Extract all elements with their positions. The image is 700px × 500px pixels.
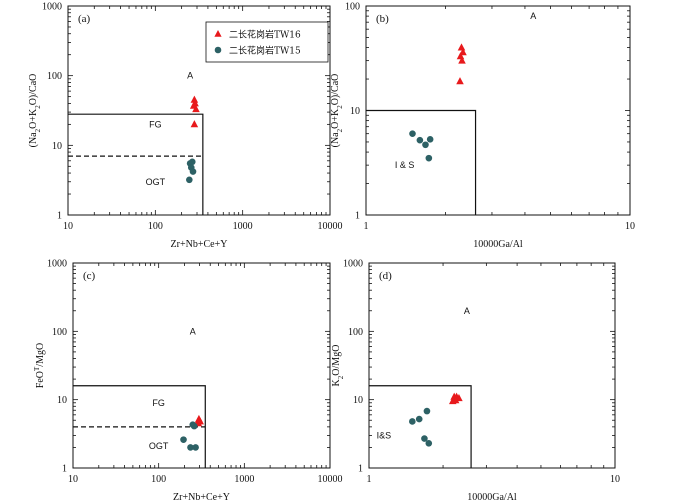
data-point-tw15 bbox=[190, 422, 198, 430]
field-boundary-line bbox=[366, 109, 477, 215]
data-point-tw15 bbox=[186, 176, 193, 184]
data-point-tw16 bbox=[190, 95, 199, 103]
x-tick-label: 1 bbox=[367, 474, 372, 485]
field-label: A bbox=[187, 71, 193, 81]
field-boundary-line bbox=[68, 113, 204, 215]
axis-ticks bbox=[67, 6, 330, 216]
y-tick-label: 100 bbox=[348, 327, 363, 338]
axis-ticks bbox=[368, 263, 615, 469]
y-tick-label: 1 bbox=[57, 211, 62, 222]
y-axis-label: K2O/MgO bbox=[331, 345, 345, 387]
panel-a: 10 100 1000 100001101001000Zr+Nb+Ce+Y(Na2O+… bbox=[28, 2, 343, 251]
panel-d: 1 10 1 10 100 1000 10000Ga/Al K2O/MgO (d) A I&S bbox=[331, 259, 620, 500]
y-tick-label: 10 bbox=[52, 141, 62, 152]
y-axis-label: (Na2O+K2O)/CaO bbox=[330, 74, 344, 148]
x-tick-label: 100 bbox=[148, 221, 163, 232]
x-tick-label: 10 bbox=[610, 474, 620, 485]
data-point-tw15 bbox=[189, 168, 197, 175]
y-tick-label: 100 bbox=[47, 71, 62, 82]
panel-c: 10 100 1000 100001101001000Zr+Nb+Ce+YFeOT/M… bbox=[33, 259, 343, 500]
y-axis-label: (Na2O+K2O)/CaO bbox=[28, 74, 42, 148]
y-axis-label: FeOT/MgO bbox=[33, 343, 46, 388]
data-point-tw16 bbox=[192, 105, 200, 113]
data-point-tw16 bbox=[190, 120, 199, 128]
x-axis-label: 10000Ga/Al bbox=[467, 492, 517, 500]
y-tick-label: 10 bbox=[350, 106, 360, 117]
y-tick-label: 1000 bbox=[343, 259, 363, 270]
x-tick-label: 100 bbox=[151, 474, 166, 485]
data-point-tw15 bbox=[415, 415, 423, 423]
data-point-tw16 bbox=[457, 43, 466, 51]
field-label: A bbox=[190, 326, 196, 336]
y-tick-label: 100 bbox=[52, 327, 67, 338]
x-tick-label: 10000 bbox=[318, 221, 343, 232]
field-label: OGT bbox=[146, 177, 166, 187]
plot-frame bbox=[368, 262, 616, 469]
x-tick-label: 10000 bbox=[318, 474, 343, 485]
field-label: FG bbox=[152, 398, 165, 408]
data-point-tw15 bbox=[187, 444, 194, 451]
y-tick-label: 1000 bbox=[42, 2, 62, 13]
x-axis-label: Zr+Nb+Ce+Y bbox=[171, 239, 228, 250]
x-tick-label: 1 bbox=[364, 221, 369, 232]
data-point-tw15 bbox=[425, 154, 433, 162]
data-point-tw16 bbox=[458, 56, 466, 64]
legend-box bbox=[205, 21, 329, 63]
x-axis-label: 10000Ga/Al bbox=[473, 239, 523, 250]
data-point-tw15 bbox=[188, 158, 196, 166]
y-tick-label: 10 bbox=[57, 395, 67, 406]
legend-label: 二长花岗岩TW16 bbox=[229, 29, 301, 41]
x-tick-label: 1000 bbox=[234, 474, 254, 485]
panel-b: 1 10 1 10 100 10000Ga/Al (Na2O+K2O)/CaO (b) A I &… bbox=[330, 2, 635, 251]
plot-frame bbox=[72, 262, 331, 469]
data-point-tw15 bbox=[409, 130, 416, 137]
y-tick-label: 100 bbox=[345, 2, 360, 13]
y-tick-label: 1 bbox=[62, 464, 67, 475]
field-label: I & S bbox=[395, 160, 415, 170]
data-point-tw16 bbox=[448, 396, 457, 405]
panel-label: (c) bbox=[83, 270, 96, 282]
field-boundary-line bbox=[369, 385, 472, 468]
field-label: OGT bbox=[149, 441, 169, 451]
axis-ticks bbox=[72, 263, 330, 469]
y-tick-label: 10 bbox=[353, 395, 363, 406]
field-boundary-line bbox=[73, 385, 206, 468]
y-tick-label: 1 bbox=[355, 211, 360, 222]
panel-label: (b) bbox=[376, 13, 389, 25]
x-tick-label: 10 bbox=[63, 221, 73, 232]
data-point-tw15 bbox=[425, 439, 433, 447]
x-tick-label: 1000 bbox=[233, 221, 253, 232]
field-label: I&S bbox=[377, 430, 392, 440]
legend-circle-icon bbox=[214, 46, 222, 54]
field-label: A bbox=[464, 306, 470, 316]
legend: 二长花岗岩TW16 二长花岗岩TW15 bbox=[205, 21, 329, 63]
data-point-tw15 bbox=[421, 435, 428, 442]
plot-frame bbox=[67, 5, 331, 216]
y-tick-label: 1 bbox=[358, 464, 363, 475]
data-point-tw15 bbox=[422, 141, 429, 149]
data-point-tw15 bbox=[416, 136, 424, 144]
x-tick-label: 10 bbox=[625, 221, 635, 232]
y-tick-label: 1000 bbox=[47, 259, 67, 270]
legend-label: 二长花岗岩TW15 bbox=[229, 45, 301, 57]
data-point-tw15 bbox=[192, 444, 199, 451]
field-label: FG bbox=[149, 119, 162, 129]
legend-triangle-icon bbox=[214, 30, 222, 37]
data-point-tw15 bbox=[180, 436, 187, 443]
field-label: A bbox=[530, 11, 536, 21]
x-tick-label: 10 bbox=[68, 474, 78, 485]
panel-label: (a) bbox=[78, 13, 91, 25]
axis-ticks bbox=[365, 6, 630, 216]
data-point-tw15 bbox=[423, 407, 431, 415]
data-point-tw16 bbox=[456, 77, 464, 85]
panel-label: (d) bbox=[379, 270, 392, 282]
data-point-tw15 bbox=[409, 418, 416, 425]
data-point-tw15 bbox=[426, 136, 434, 143]
x-axis-label: Zr+Nb+Ce+Y bbox=[173, 492, 230, 500]
